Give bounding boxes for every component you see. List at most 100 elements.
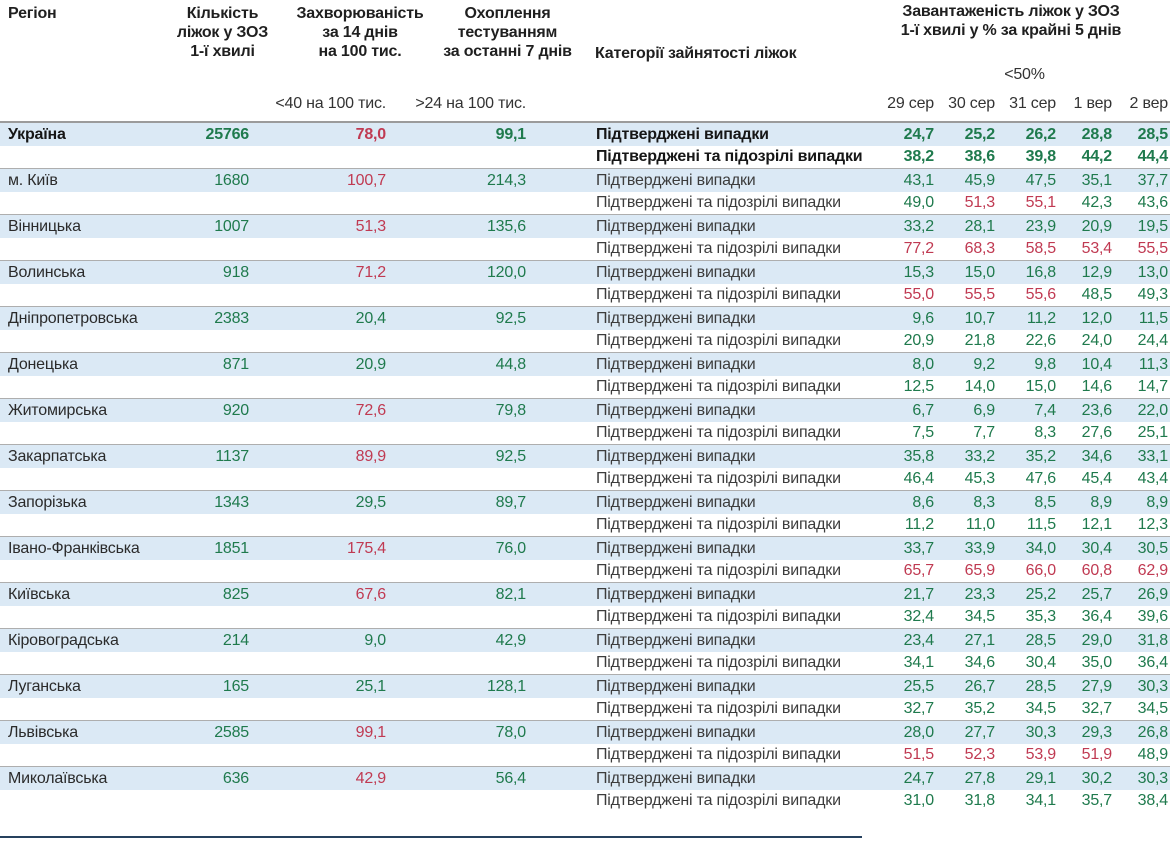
category-label-confirmed: Підтверджені випадки <box>596 724 756 741</box>
date-column-label: 2 вер <box>1129 95 1169 112</box>
incidence-spacer <box>253 652 390 674</box>
category-label-suspected: Підтверджені та підозрілі випадки <box>596 746 841 763</box>
date-column-label: 31 сер <box>1009 95 1056 112</box>
beds-count: 920 <box>222 402 249 419</box>
occupancy-value: 38,4 <box>1137 792 1169 809</box>
occupancy-value: 62,9 <box>1137 562 1169 579</box>
occupancy-value: 36,4 <box>1137 654 1169 671</box>
occupancy-value: 26,7 <box>964 678 996 695</box>
occupancy-value: 65,7 <box>903 562 935 579</box>
region-row-confirmed: Волинська 918 71,2 120,0 Підтверджені випадк… <box>0 261 1170 284</box>
occupancy-value: 15,0 <box>964 264 996 281</box>
date-column-label: 29 сер <box>887 95 934 112</box>
region-name: Київська <box>8 586 71 603</box>
occupancy-value: 55,0 <box>903 286 935 303</box>
region-name: Закарпатська <box>8 448 107 465</box>
region-row-suspected: Підтверджені та підозрілі випадки 34,1 34,… <box>0 652 1170 674</box>
category-label-confirmed: Підтверджені випадки <box>596 632 756 649</box>
region-name-spacer <box>0 238 153 260</box>
incidence-value: 20,4 <box>355 310 387 327</box>
occupancy-value: 55,1 <box>1025 194 1057 211</box>
occupancy-value: 20,9 <box>1081 218 1113 235</box>
region-row-confirmed: Вінницька 1007 51,3 135,6 Підтверджені випад… <box>0 215 1170 238</box>
category-label-suspected: Підтверджені та підозрілі випадки <box>596 516 841 533</box>
incidence-value: 72,6 <box>355 402 387 419</box>
region-block: Вінницька 1007 51,3 135,6 Підтверджені випад… <box>0 215 1170 261</box>
beds-count: 871 <box>222 356 249 373</box>
occupancy-value: 28,5 <box>1137 126 1169 143</box>
occupancy-value: 12,1 <box>1081 516 1113 533</box>
testing-spacer <box>390 560 530 582</box>
beds-count: 2383 <box>214 310 249 327</box>
beds-count: 825 <box>222 586 249 603</box>
occupancy-value: 52,3 <box>964 746 996 763</box>
row-separator <box>0 490 1170 491</box>
occupancy-value: 20,9 <box>903 332 935 349</box>
region-name: Україна <box>8 126 66 143</box>
incidence-spacer <box>253 330 390 352</box>
occupancy-value: 65,9 <box>964 562 996 579</box>
incidence-value: 78,0 <box>355 126 387 143</box>
incidence-spacer <box>253 560 390 582</box>
occupancy-value: 11,2 <box>1026 310 1056 327</box>
beds-spacer <box>153 422 253 444</box>
incidence-value: 29,5 <box>355 494 387 511</box>
occupancy-value: 14,0 <box>964 378 996 395</box>
col-header-beds: Кількість ліжок у ЗОЗ 1-ї хвилі <box>176 5 269 60</box>
occupancy-value: 7,7 <box>973 424 995 441</box>
testing-value: 92,5 <box>495 310 527 327</box>
incidence-value: 42,9 <box>355 770 387 787</box>
region-row-confirmed: Запорізька 1343 29,5 89,7 Підтверджені випад… <box>0 491 1170 514</box>
region-name-spacer <box>0 284 153 306</box>
region-name-spacer <box>0 790 153 812</box>
beds-spacer <box>153 238 253 260</box>
occupancy-value: 34,0 <box>1025 540 1057 557</box>
region-block: Україна 25766 78,0 99,1 Підтверджені випадки… <box>0 123 1170 169</box>
occupancy-value: 33,7 <box>903 540 935 557</box>
beds-count: 1137 <box>215 448 249 465</box>
region-row-suspected: Підтверджені та підозрілі випадки 31,0 31,… <box>0 790 1170 812</box>
occupancy-value: 26,8 <box>1137 724 1169 741</box>
beds-spacer <box>153 330 253 352</box>
beds-spacer <box>153 652 253 674</box>
occupancy-value: 13,0 <box>1137 264 1169 281</box>
region-name: Кіровоградська <box>8 632 119 649</box>
incidence-spacer <box>253 468 390 490</box>
incidence-value: 25,1 <box>355 678 387 695</box>
region-row-suspected: Підтверджені та підозрілі випадки 11,2 11,… <box>0 514 1170 536</box>
occupancy-value: 12,3 <box>1137 516 1169 533</box>
region-name: Івано-Франківська <box>8 540 140 557</box>
occupancy-value: 27,1 <box>964 632 996 649</box>
region-row-confirmed: Івано-Франківська 1851 175,4 76,0 Підтвердже… <box>0 537 1170 560</box>
incidence-spacer <box>253 146 390 168</box>
region-row-suspected: Підтверджені та підозрілі випадки 51,5 52,… <box>0 744 1170 766</box>
category-label-suspected: Підтверджені та підозрілі випадки <box>596 608 841 625</box>
incidence-value: 20,9 <box>355 356 387 373</box>
incidence-threshold-label: <40 на 100 тис. <box>275 95 386 112</box>
occupancy-value: 8,3 <box>1034 424 1056 441</box>
region-row-suspected: Підтверджені та підозрілі випадки 65,7 65,… <box>0 560 1170 582</box>
region-row-confirmed: Кіровоградська 214 9,0 42,9 Підтверджені вип… <box>0 629 1170 652</box>
beds-count: 1343 <box>214 494 249 511</box>
region-block: Донецька 871 20,9 44,8 Підтверджені випадки 8… <box>0 353 1170 399</box>
row-separator <box>0 398 1170 399</box>
occupancy-value: 28,1 <box>964 218 996 235</box>
occupancy-value: 10,7 <box>964 310 996 327</box>
region-block: Житомирська 920 72,6 79,8 Підтверджені випад… <box>0 399 1170 445</box>
col-header-occupancy: Завантаженість ліжок у ЗОЗ 1-ї хвилі у %… <box>900 3 1122 39</box>
occupancy-value: 51,5 <box>903 746 935 763</box>
testing-value: 76,0 <box>495 540 527 557</box>
incidence-value: 100,7 <box>346 172 386 189</box>
beds-spacer <box>153 468 253 490</box>
occupancy-value: 7,4 <box>1034 402 1056 419</box>
category-label-suspected: Підтверджені та підозрілі випадки <box>596 332 841 349</box>
incidence-spacer <box>253 376 390 398</box>
occupancy-value: 32,4 <box>903 608 935 625</box>
occupancy-value: 14,6 <box>1081 378 1113 395</box>
occupancy-value: 29,0 <box>1081 632 1113 649</box>
occupancy-value: 44,2 <box>1081 148 1113 165</box>
region-name-spacer <box>0 192 153 214</box>
table-body[interactable]: Україна 25766 78,0 99,1 Підтверджені випадки… <box>0 123 1170 812</box>
incidence-spacer <box>253 606 390 628</box>
